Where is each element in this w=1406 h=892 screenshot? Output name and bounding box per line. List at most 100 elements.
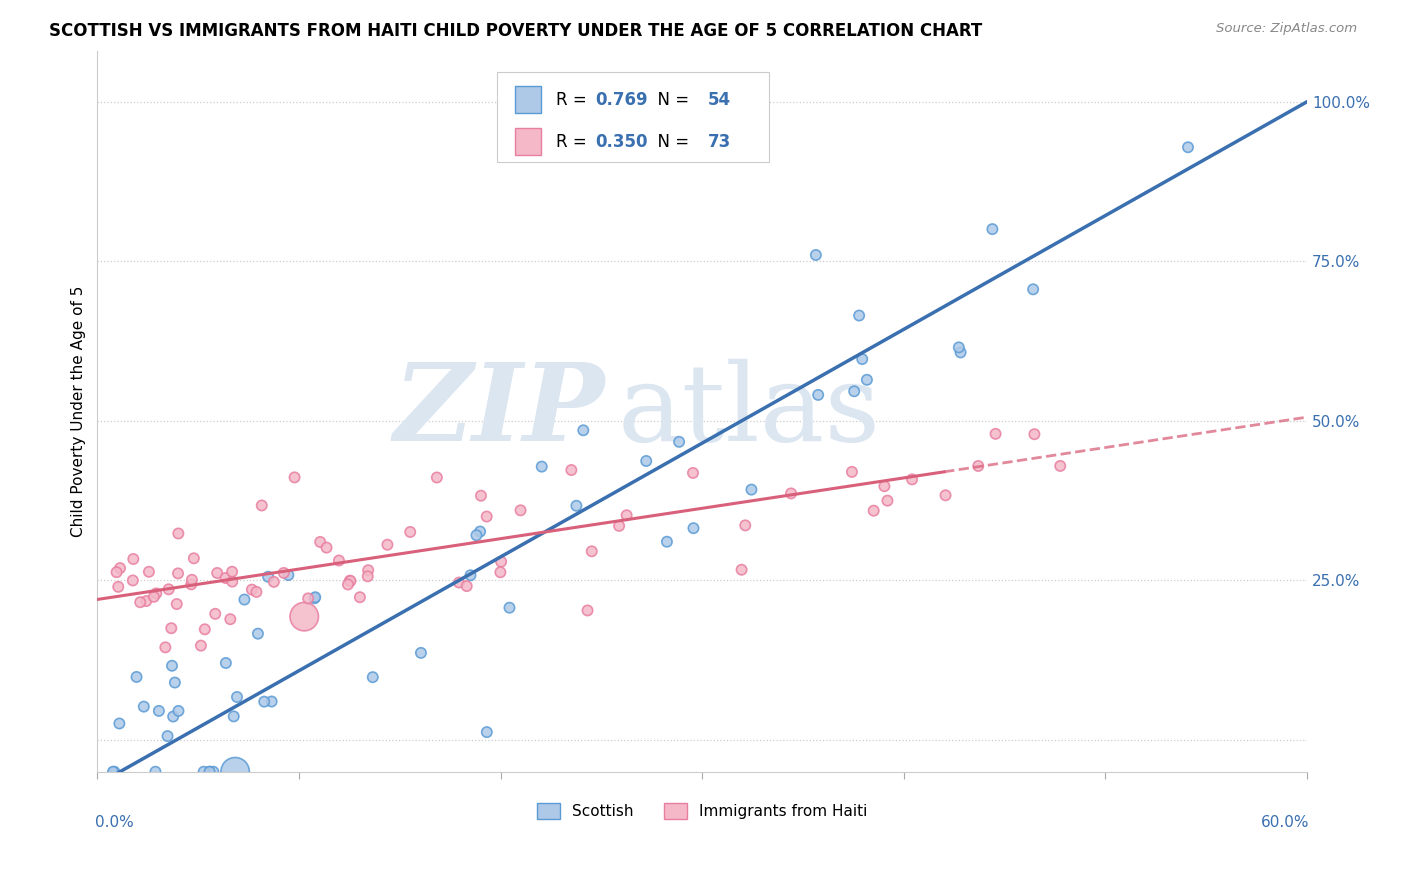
- Point: [226, 690, 249, 704]
- Text: N =: N =: [647, 91, 695, 109]
- Point: [844, 384, 866, 399]
- Point: [465, 528, 488, 542]
- Point: [780, 486, 803, 500]
- Text: SCOTTISH VS IMMIGRANTS FROM HAITI CHILD POVERTY UNDER THE AGE OF 5 CORRELATION C: SCOTTISH VS IMMIGRANTS FROM HAITI CHILD …: [49, 22, 983, 40]
- Point: [157, 582, 180, 597]
- Point: [129, 595, 152, 609]
- Text: ZIP: ZIP: [394, 359, 606, 464]
- Point: [1024, 427, 1046, 442]
- Point: [682, 521, 704, 535]
- Point: [132, 699, 155, 714]
- Point: [233, 592, 256, 607]
- Point: [361, 670, 384, 684]
- Point: [315, 541, 337, 555]
- FancyBboxPatch shape: [515, 86, 541, 113]
- FancyBboxPatch shape: [515, 128, 541, 155]
- Point: [193, 764, 215, 779]
- Point: [475, 725, 498, 739]
- Point: [655, 534, 678, 549]
- Point: [194, 623, 217, 637]
- Point: [205, 566, 228, 580]
- Point: [530, 459, 553, 474]
- Point: [851, 352, 873, 367]
- Point: [167, 526, 190, 541]
- Point: [475, 509, 498, 524]
- Point: [246, 626, 269, 640]
- Point: [576, 603, 599, 617]
- Y-axis label: Child Poverty Under the Age of 5: Child Poverty Under the Age of 5: [72, 285, 86, 537]
- Text: R =: R =: [555, 91, 592, 109]
- Text: 0.350: 0.350: [596, 133, 648, 151]
- Point: [668, 434, 690, 449]
- Point: [357, 569, 380, 583]
- Point: [148, 704, 170, 718]
- Text: 0.769: 0.769: [596, 91, 648, 109]
- Point: [856, 373, 879, 387]
- Point: [101, 764, 124, 779]
- Point: [470, 489, 492, 503]
- Point: [198, 764, 221, 779]
- Point: [377, 538, 399, 552]
- Point: [221, 574, 243, 589]
- Point: [156, 729, 179, 743]
- Point: [163, 675, 186, 690]
- Point: [876, 493, 898, 508]
- Point: [734, 518, 756, 533]
- Point: [948, 340, 970, 354]
- Point: [336, 577, 359, 591]
- Point: [160, 621, 183, 635]
- Point: [1049, 458, 1071, 473]
- Point: [682, 466, 704, 480]
- Point: [253, 695, 276, 709]
- Point: [107, 580, 129, 594]
- Point: [277, 568, 299, 582]
- Point: [409, 646, 432, 660]
- Point: [848, 309, 870, 323]
- Point: [162, 709, 184, 723]
- Point: [263, 574, 285, 589]
- Point: [1177, 140, 1199, 154]
- Point: [121, 574, 143, 588]
- Text: N =: N =: [647, 133, 695, 151]
- Text: 54: 54: [709, 91, 731, 109]
- Point: [125, 670, 148, 684]
- Point: [166, 597, 188, 611]
- Point: [740, 483, 762, 497]
- Point: [260, 694, 283, 708]
- Point: [328, 553, 350, 567]
- Point: [984, 426, 1007, 441]
- Point: [155, 640, 177, 655]
- Point: [560, 463, 582, 477]
- Point: [105, 565, 128, 579]
- Point: [489, 566, 512, 580]
- Point: [145, 586, 167, 600]
- Point: [339, 574, 361, 588]
- FancyBboxPatch shape: [496, 72, 769, 162]
- Point: [240, 582, 263, 597]
- Point: [250, 499, 273, 513]
- Point: [901, 472, 924, 486]
- Point: [807, 388, 830, 402]
- Point: [214, 571, 236, 585]
- Point: [257, 570, 280, 584]
- Point: [489, 555, 512, 569]
- Point: [636, 454, 658, 468]
- Point: [215, 656, 238, 670]
- Text: Source: ZipAtlas.com: Source: ZipAtlas.com: [1216, 22, 1357, 36]
- Point: [349, 591, 371, 605]
- Point: [607, 519, 630, 533]
- Point: [167, 704, 190, 718]
- Point: [498, 600, 520, 615]
- Point: [339, 574, 361, 588]
- Point: [145, 764, 167, 779]
- Point: [447, 575, 470, 590]
- Point: [581, 544, 603, 558]
- Point: [122, 552, 145, 566]
- Point: [245, 585, 267, 599]
- Point: [616, 508, 638, 523]
- Point: [224, 764, 246, 779]
- Point: [509, 503, 531, 517]
- Point: [297, 591, 319, 606]
- Legend: Scottish, Immigrants from Haiti: Scottish, Immigrants from Haiti: [530, 797, 873, 825]
- Point: [204, 607, 226, 621]
